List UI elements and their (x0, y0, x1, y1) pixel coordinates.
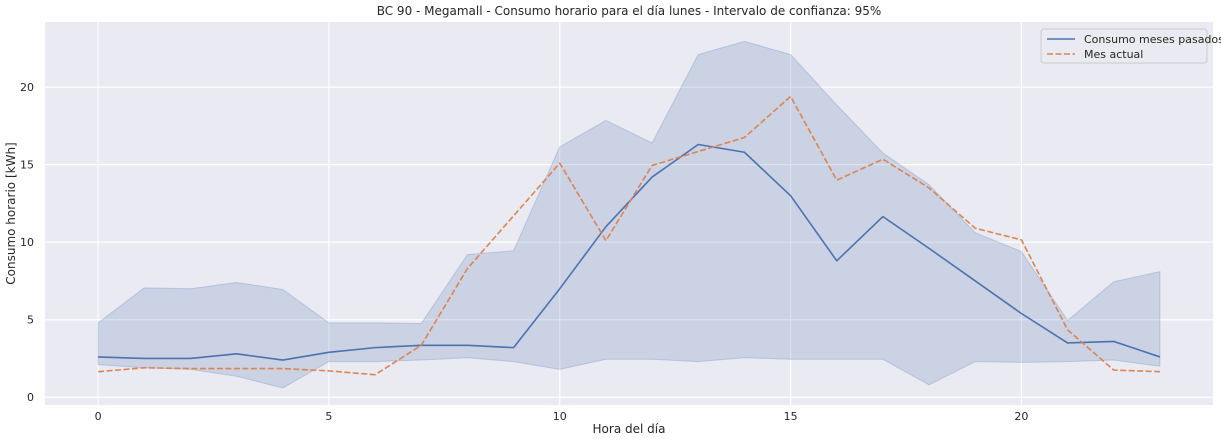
legend-box (1040, 28, 1208, 64)
confidence-band (97, 40, 1161, 389)
x-tick-label: 10 (553, 410, 567, 423)
legend-entry-label: Consumo meses pasados (1084, 33, 1221, 46)
x-tick-label: 0 (95, 410, 102, 423)
confidence-interval-band (97, 40, 1161, 389)
chart-title: BC 90 - Megamall - Consumo horario para … (377, 4, 882, 18)
x-axis-label: Hora del día (593, 422, 666, 436)
series-lines (98, 95, 1161, 376)
y-tick-label: 0 (27, 391, 34, 404)
x-tick-label: 20 (1014, 410, 1028, 423)
x-tick-label: 5 (325, 410, 332, 423)
y-tick-label: 20 (20, 81, 34, 94)
y-tick-label: 15 (20, 159, 34, 172)
legend-entry-label: Mes actual (1084, 48, 1143, 61)
series-line-2 (98, 95, 1160, 376)
plot-background (45, 22, 1213, 405)
x-tick-labels: 0 5 10 15 20 (95, 410, 1029, 423)
y-tick-labels: 0 5 10 15 20 (20, 81, 34, 404)
y-tick-label: 5 (27, 314, 34, 327)
grid (45, 22, 1213, 405)
x-tick-label: 15 (784, 410, 798, 423)
legend: Consumo meses pasados Mes actual (1040, 28, 1221, 64)
y-tick-label: 10 (20, 236, 34, 249)
y-axis-label: Consumo horario [kWh] (4, 142, 18, 284)
